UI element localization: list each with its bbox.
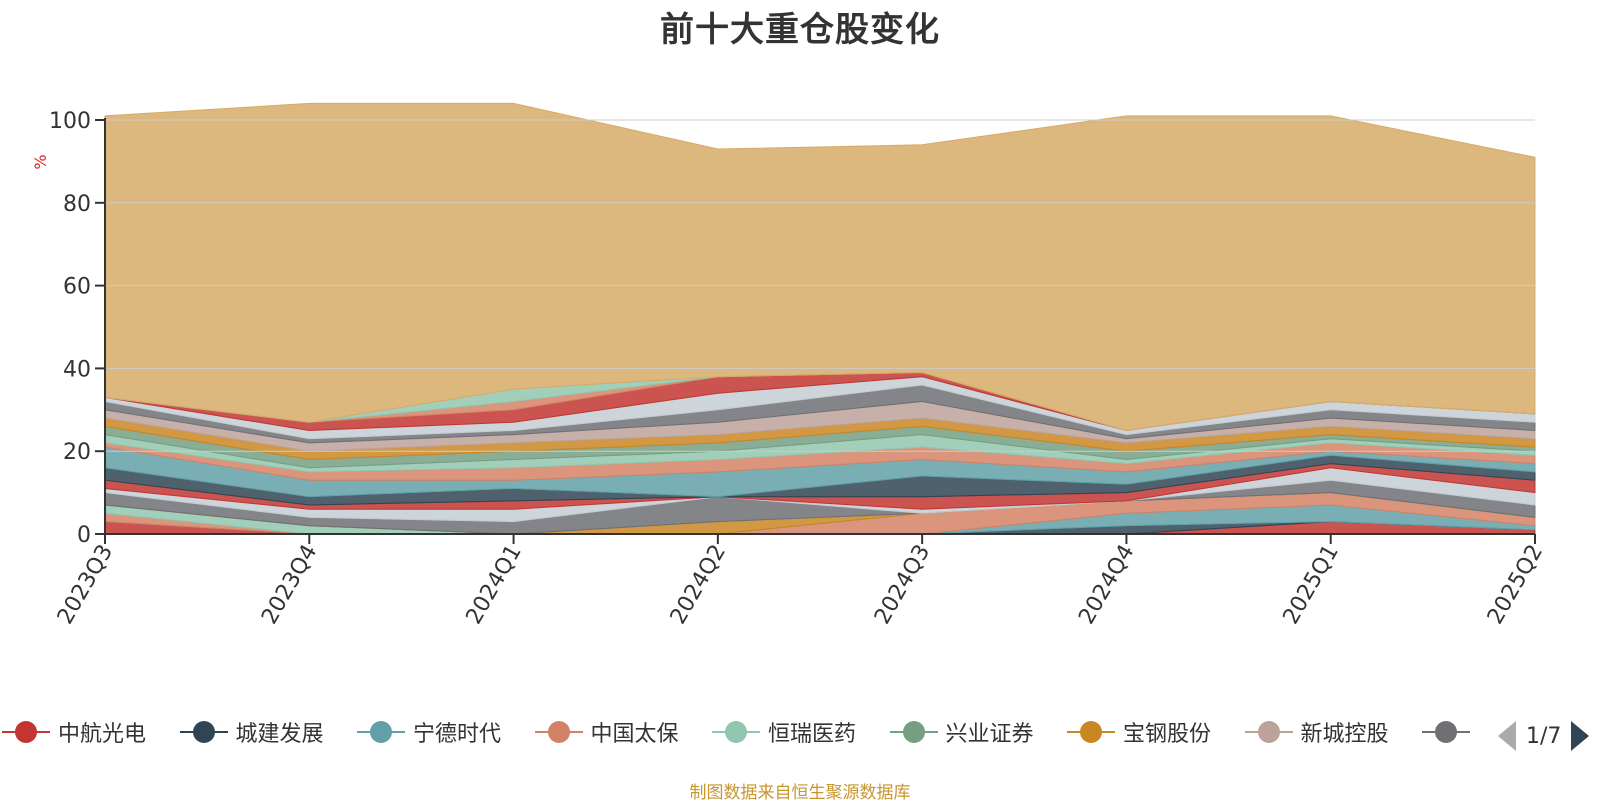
legend: 中航光电 城建发展 宁德时代 中国太保 恒瑞医药 兴业证券 宝钢股份 新城控股 bbox=[0, 712, 1600, 752]
data-source-note: 制图数据来自恒生聚源数据库 bbox=[689, 783, 911, 803]
x-tick-label-7: 2025Q2 bbox=[1483, 541, 1548, 629]
x-tick-label-2: 2024Q1 bbox=[461, 541, 526, 629]
y-tick-label-0: 0 bbox=[77, 523, 91, 548]
legend-page-indicator: 1/7 bbox=[1526, 723, 1562, 749]
legend-item-8[interactable] bbox=[1422, 712, 1478, 752]
x-tick-label-1: 2023Q4 bbox=[257, 541, 322, 629]
x-tick-label-4: 2024Q3 bbox=[870, 541, 935, 629]
legend-marker-icon bbox=[1244, 712, 1293, 752]
legend-label: 城建发展 bbox=[235, 722, 324, 747]
legend-item-7[interactable]: 新城控股 bbox=[1244, 712, 1389, 752]
y-tick-label-3: 60 bbox=[63, 275, 91, 300]
chart-title: 前十大重仓股变化 bbox=[660, 10, 940, 50]
stacked-areas bbox=[104, 102, 1536, 535]
y-tick-label-1: 20 bbox=[63, 440, 91, 465]
area-series-23 bbox=[104, 102, 1536, 432]
legend-marker-icon bbox=[889, 712, 938, 752]
x-tick-label-0: 2023Q3 bbox=[53, 541, 118, 629]
legend-marker-icon bbox=[357, 712, 405, 752]
legend-marker-icon bbox=[534, 712, 583, 752]
legend-item-4[interactable]: 恒瑞医药 bbox=[712, 712, 856, 752]
y-tick-label-4: 80 bbox=[63, 192, 91, 217]
x-tick-label-3: 2024Q2 bbox=[666, 541, 731, 629]
legend-item-2[interactable]: 宁德时代 bbox=[357, 712, 501, 752]
legend-item-3[interactable]: 中国太保 bbox=[534, 712, 679, 752]
legend-marker-icon bbox=[2, 712, 50, 752]
legend-next-arrow-icon[interactable] bbox=[1571, 721, 1590, 751]
legend-marker-icon bbox=[712, 712, 760, 752]
y-tick-label-5: 100 bbox=[49, 109, 91, 134]
legend-label: 中航光电 bbox=[58, 722, 147, 747]
legend-label: 宁德时代 bbox=[413, 722, 502, 747]
legend-marker-icon bbox=[179, 712, 228, 752]
legend-label: 宝钢股份 bbox=[1123, 722, 1212, 747]
legend-label: 中国太保 bbox=[590, 722, 679, 747]
legend-item-0[interactable]: 中航光电 bbox=[2, 712, 146, 752]
legend-label: 恒瑞医药 bbox=[768, 722, 857, 747]
legend-label: 兴业证券 bbox=[945, 722, 1034, 747]
x-tick-label-6: 2025Q1 bbox=[1279, 541, 1344, 629]
gridlines bbox=[105, 119, 1535, 452]
chart-plot: 0 20 40 60 80 100% 2023Q3 2023Q4 2024Q1 2024Q2 202… bbox=[31, 102, 1548, 629]
legend-item-6[interactable]: 宝钢股份 bbox=[1067, 712, 1211, 752]
legend-label: 新城控股 bbox=[1300, 722, 1389, 747]
legend-marker-icon bbox=[1422, 712, 1470, 752]
legend-pagination: 1/7 bbox=[1498, 720, 1590, 752]
legend-item-1[interactable]: 城建发展 bbox=[179, 712, 324, 752]
y-tick-label-2: 40 bbox=[63, 357, 91, 382]
legend-marker-icon bbox=[1067, 712, 1115, 752]
x-tick-label-5: 2024Q4 bbox=[1074, 541, 1139, 629]
legend-item-5[interactable]: 兴业证券 bbox=[889, 712, 1034, 752]
legend-prev-arrow-icon[interactable] bbox=[1498, 721, 1516, 751]
y-axis-unit-label: % bbox=[31, 154, 50, 169]
